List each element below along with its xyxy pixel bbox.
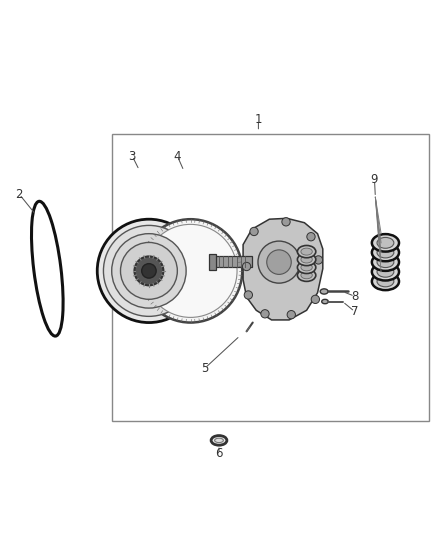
Ellipse shape [377, 237, 394, 248]
Circle shape [120, 243, 177, 300]
Circle shape [282, 217, 290, 226]
Text: 8: 8 [351, 290, 358, 303]
Ellipse shape [377, 247, 394, 258]
Circle shape [134, 256, 163, 285]
Text: 3: 3 [129, 150, 136, 163]
Circle shape [314, 256, 322, 264]
Text: 7: 7 [351, 305, 359, 318]
Circle shape [307, 232, 315, 241]
Ellipse shape [301, 272, 312, 279]
Circle shape [112, 233, 186, 308]
Circle shape [311, 295, 320, 303]
Ellipse shape [297, 246, 316, 258]
Circle shape [243, 262, 251, 271]
Text: 6: 6 [215, 448, 223, 461]
Bar [209, 254, 216, 270]
Ellipse shape [297, 261, 316, 273]
Ellipse shape [215, 438, 223, 442]
Ellipse shape [377, 276, 394, 287]
Ellipse shape [301, 256, 312, 263]
Text: 5: 5 [201, 361, 208, 375]
Ellipse shape [297, 269, 316, 281]
Ellipse shape [301, 264, 312, 271]
Ellipse shape [372, 273, 399, 290]
Circle shape [267, 250, 291, 274]
Ellipse shape [372, 244, 399, 261]
Circle shape [258, 241, 300, 283]
Ellipse shape [372, 234, 399, 252]
Bar [215, 256, 252, 268]
Ellipse shape [321, 300, 328, 304]
Ellipse shape [377, 257, 394, 268]
Circle shape [250, 227, 258, 236]
Text: 9: 9 [371, 173, 378, 186]
Circle shape [287, 311, 296, 319]
Circle shape [261, 310, 269, 318]
Circle shape [97, 219, 201, 322]
Ellipse shape [372, 253, 399, 271]
Text: 2: 2 [15, 188, 23, 201]
Circle shape [139, 219, 242, 322]
Ellipse shape [320, 289, 328, 294]
Circle shape [103, 225, 194, 317]
Text: 1: 1 [254, 114, 262, 126]
Polygon shape [243, 219, 323, 320]
Ellipse shape [372, 263, 399, 280]
Ellipse shape [211, 435, 227, 445]
Circle shape [141, 264, 156, 278]
Circle shape [244, 291, 253, 299]
Text: 4: 4 [173, 150, 181, 163]
Bar [112, 134, 429, 421]
Ellipse shape [301, 248, 312, 255]
Ellipse shape [297, 253, 316, 265]
Circle shape [144, 224, 237, 317]
Ellipse shape [377, 266, 394, 277]
